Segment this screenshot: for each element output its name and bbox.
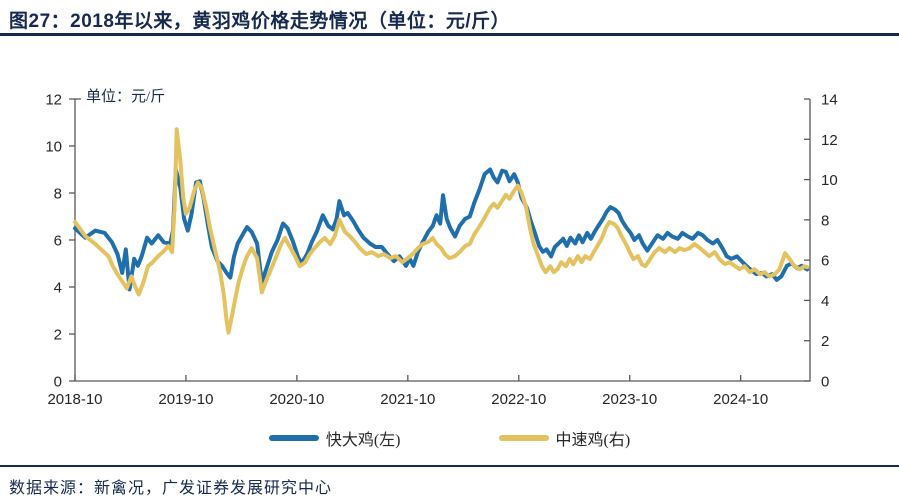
- svg-text:0: 0: [54, 374, 62, 391]
- svg-text:0: 0: [821, 374, 829, 391]
- svg-text:2023-10: 2023-10: [602, 391, 657, 408]
- data-source-note: 数据来源：新禽况，广发证券发展研究中心: [9, 480, 333, 497]
- legend-item-medium-speed-chicken: 中速鸡(右): [498, 426, 631, 450]
- svg-text:2019-10: 2019-10: [158, 391, 213, 408]
- blue-line-swatch-icon: [268, 435, 319, 441]
- svg-text:2: 2: [54, 327, 62, 344]
- y-axis-left-ticks: 0 2 4 6 8 10 12: [45, 92, 81, 391]
- svg-text:12: 12: [821, 132, 838, 149]
- svg-text:10: 10: [45, 139, 62, 156]
- x-axis-ticks: 2018-10 2019-10 2020-10 2021-10 2022-10 2023-…: [47, 375, 768, 408]
- title-divider: [0, 33, 899, 36]
- figure-title: 图27：2018年以来，黄羽鸡价格走势情况（单位：元/斤）: [9, 11, 511, 32]
- svg-text:4: 4: [54, 280, 62, 297]
- legend-label: 中速鸡(右): [555, 432, 631, 449]
- svg-text:14: 14: [821, 92, 838, 109]
- legend-label: 快大鸡(左): [325, 432, 401, 449]
- svg-text:6: 6: [54, 233, 62, 250]
- axis-frame: [74, 99, 811, 382]
- svg-text:2020-10: 2020-10: [269, 391, 324, 408]
- svg-text:2022-10: 2022-10: [491, 391, 546, 408]
- legend-item-fast-big-chicken: 快大鸡(左): [268, 426, 401, 450]
- yellow-line-swatch-icon: [498, 435, 549, 441]
- svg-text:12: 12: [45, 92, 62, 109]
- chart-legend: 快大鸡(左) 中速鸡(右): [0, 426, 899, 450]
- svg-text:2: 2: [821, 333, 829, 350]
- y-axis-right-ticks: 0 2 4 6 8 10 12 14: [804, 92, 838, 391]
- svg-text:6: 6: [821, 253, 829, 270]
- svg-text:4: 4: [821, 293, 829, 310]
- source-divider: [0, 465, 899, 467]
- axis-unit-label: 单位：元/斤: [86, 89, 166, 105]
- svg-text:10: 10: [821, 172, 838, 189]
- series-line-fast-big-chicken: [73, 167, 810, 292]
- series-line-medium-speed-chicken: [73, 127, 810, 335]
- svg-text:8: 8: [821, 212, 829, 229]
- svg-text:2018-10: 2018-10: [47, 391, 102, 408]
- price-trend-line-chart: 0 2 4 6 8 10 12 0 2 4 6 8 10 12 14 2018-10 2019-10 2020-1…: [45, 92, 838, 409]
- svg-text:2021-10: 2021-10: [380, 391, 435, 408]
- svg-text:8: 8: [54, 186, 62, 203]
- svg-text:2024-10: 2024-10: [713, 391, 768, 408]
